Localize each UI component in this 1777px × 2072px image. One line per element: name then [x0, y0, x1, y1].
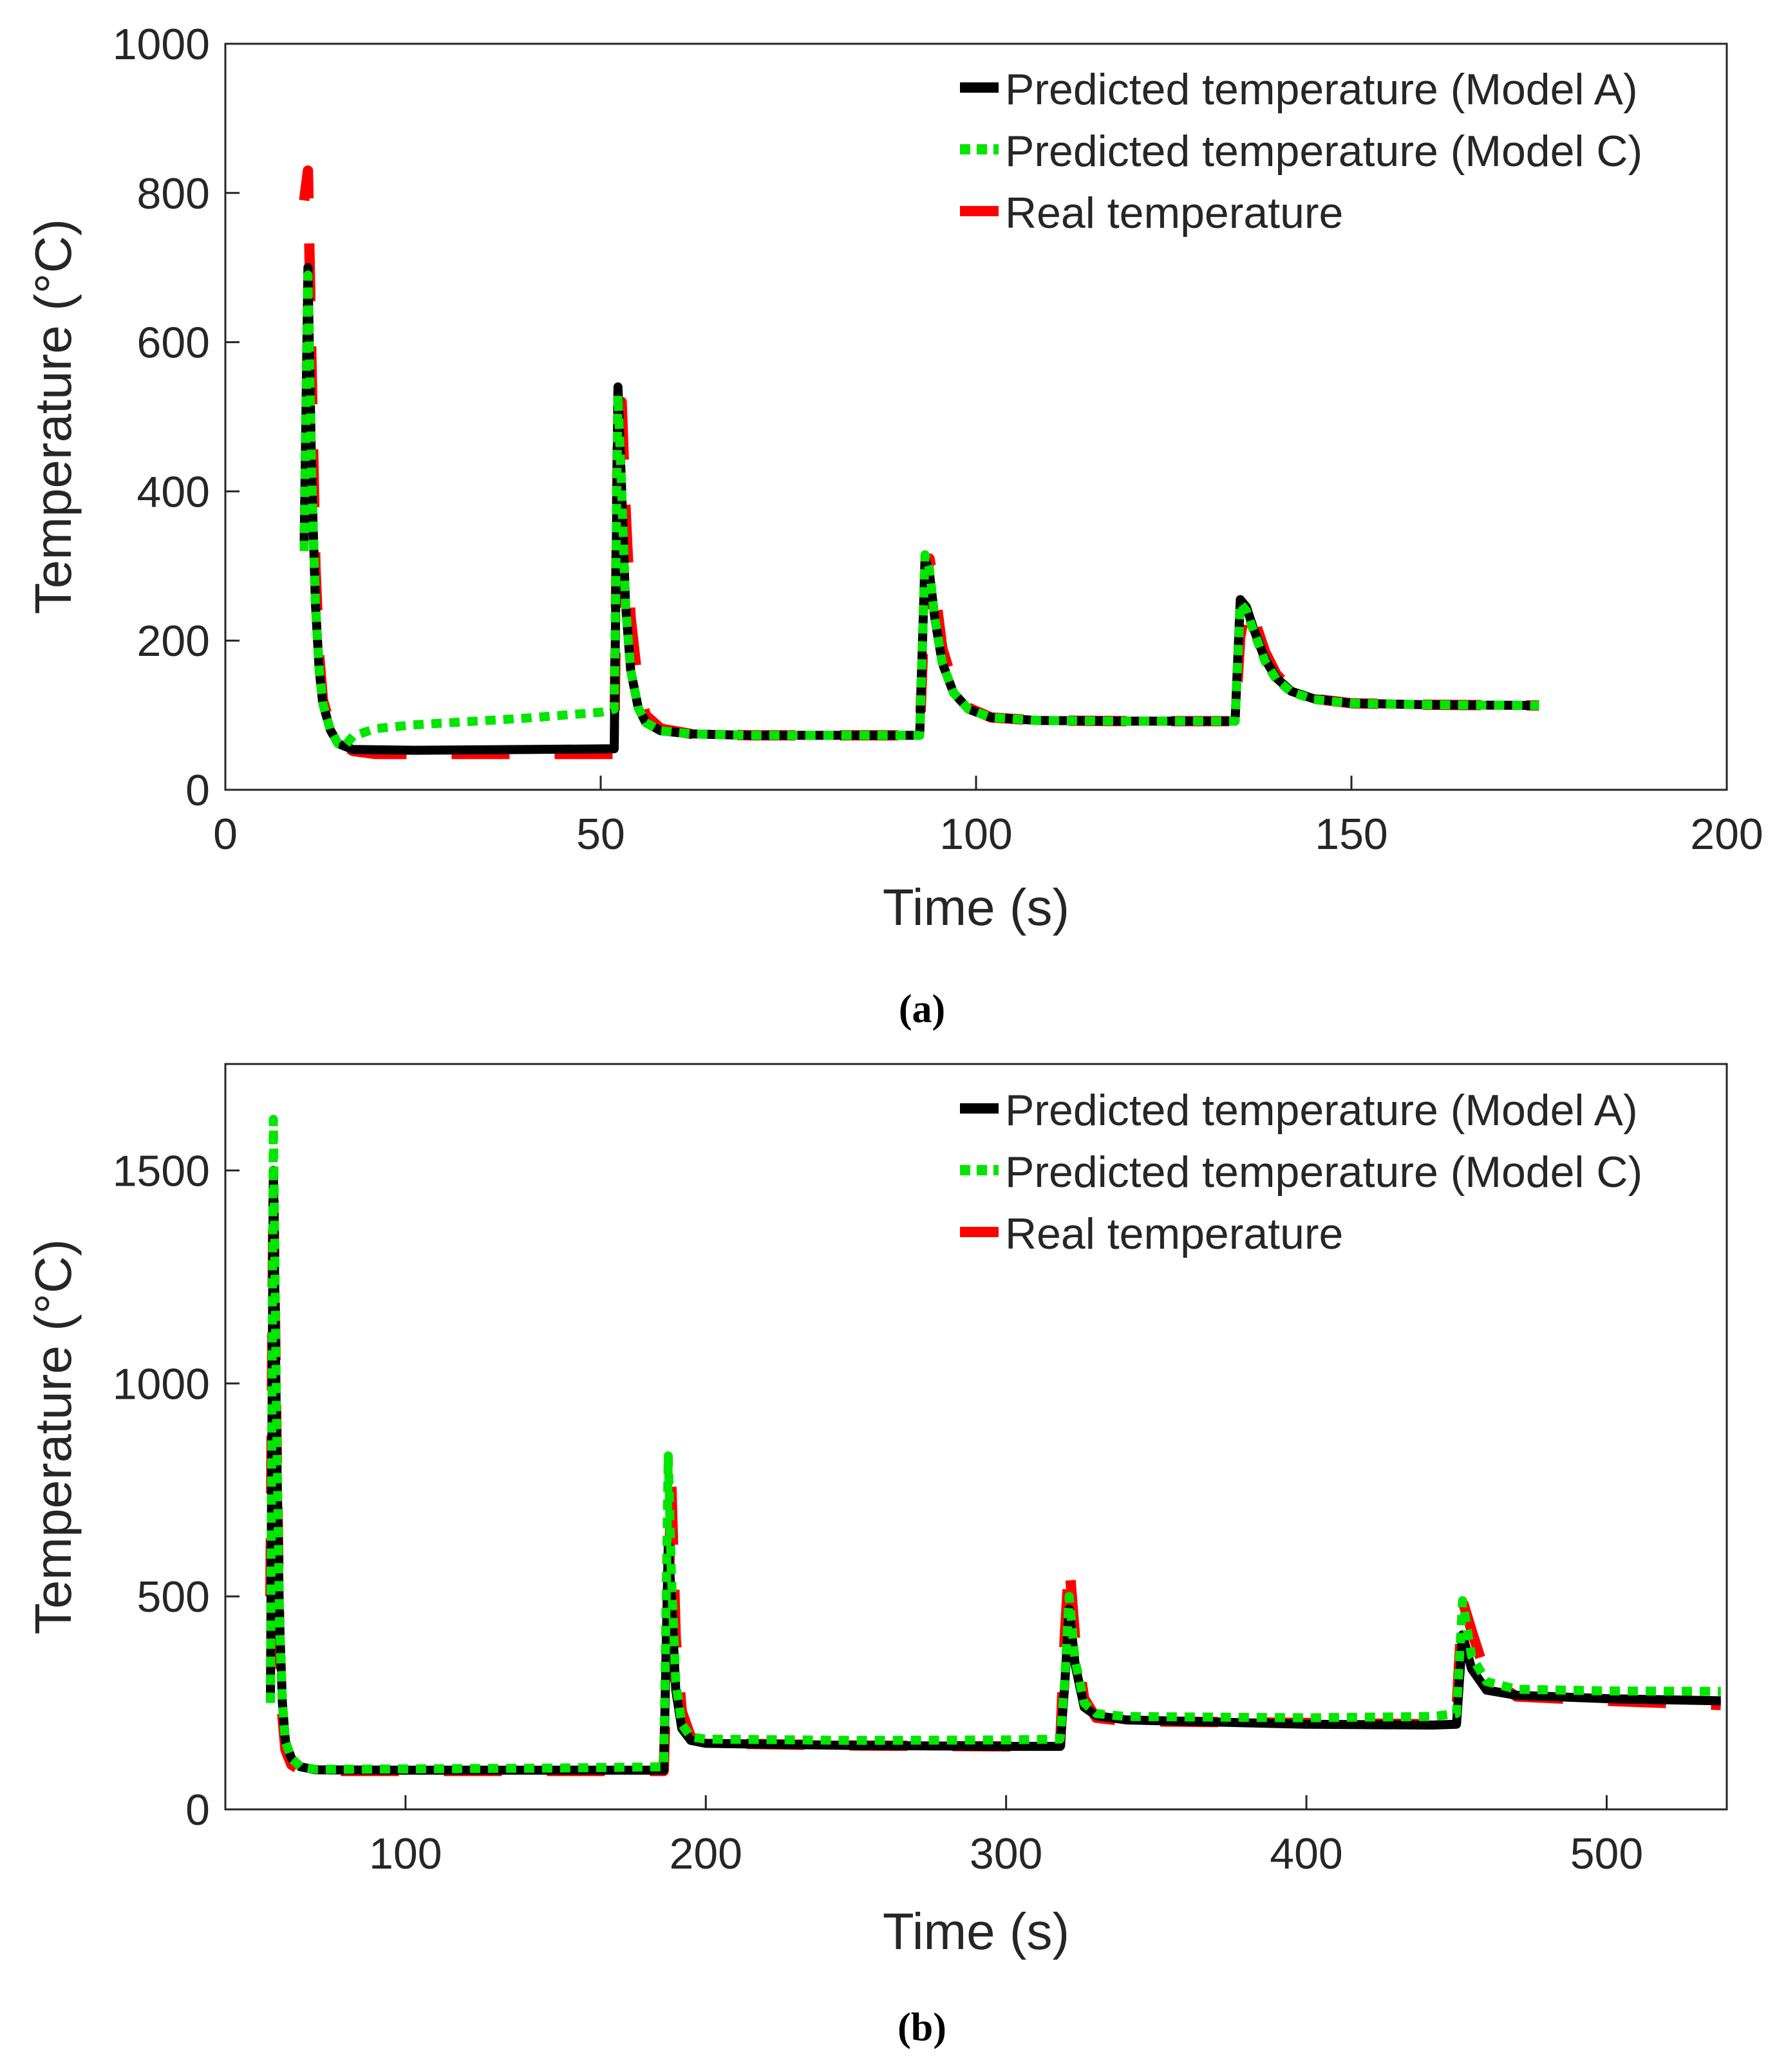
series-a [299, 165, 1539, 760]
y-tick-label: 600 [137, 319, 210, 368]
x-tick-label: 200 [1690, 810, 1763, 859]
caption-b: (b) [898, 2006, 946, 2049]
y-tick-label: 400 [137, 467, 210, 516]
x-tick-label: 400 [1270, 1829, 1342, 1878]
y-tick-label: 200 [137, 617, 210, 666]
x-tick-label: 150 [1315, 810, 1387, 859]
y-axis-label-a: Temperature (°C) [24, 219, 82, 614]
x-tick-label: 100 [369, 1829, 442, 1878]
x-tick-label: 100 [939, 810, 1012, 859]
x-tick-label: 500 [1570, 1829, 1643, 1878]
legend-label-model-c: Predicted temperature (Model C) [1005, 127, 1642, 176]
x-tick-label: 0 [213, 810, 238, 859]
legend-label-real: Real temperature [1005, 189, 1343, 238]
x-axis-label-a: Time (s) [883, 879, 1069, 936]
y-tick-label: 1000 [113, 20, 210, 69]
x-tick-label: 300 [970, 1829, 1042, 1878]
caption-a: (a) [899, 987, 945, 1031]
y-axis-label-b: Temperature (°C) [24, 1239, 82, 1634]
y-tick-label: 0 [185, 766, 210, 815]
x-axis-label-b: Time (s) [883, 1903, 1069, 1960]
legend-b: Predicted temperature (Model A) Predicte… [960, 1086, 1642, 1258]
axis-ticks-b: 100 200 300 400 500 0 500 1000 1500 [113, 1146, 1643, 1878]
panel-b: 100 200 300 400 500 0 500 1000 1500 Temperature … [24, 1063, 1728, 2049]
x-tick-label: 50 [576, 810, 625, 859]
y-tick-label: 1500 [113, 1146, 210, 1195]
legend-label-model-c: Predicted temperature (Model C) [1005, 1148, 1642, 1197]
legend-label-real: Real temperature [1005, 1209, 1343, 1258]
y-tick-label: 1000 [113, 1359, 210, 1408]
panel-a: 0 50 100 150 200 0 200 400 600 800 1000 Temperatur… [24, 20, 1763, 1031]
legend-a: Predicted temperature (Model A) Predicte… [960, 65, 1642, 238]
x-tick-label: 200 [670, 1829, 742, 1878]
y-tick-label: 800 [137, 169, 210, 218]
y-tick-label: 0 [185, 1786, 210, 1834]
y-tick-label: 500 [137, 1573, 210, 1621]
series-b [265, 1115, 1721, 1777]
plot-area-b [224, 1063, 1728, 1811]
legend-label-model-a: Predicted temperature (Model A) [1005, 1086, 1638, 1135]
plot-area-a [224, 42, 1728, 791]
axis-ticks-a: 0 50 100 150 200 0 200 400 600 800 1000 [113, 20, 1763, 859]
legend-label-model-a: Predicted temperature (Model A) [1005, 65, 1638, 114]
series-line-predicted-temperature-model-c [266, 1115, 1721, 1774]
